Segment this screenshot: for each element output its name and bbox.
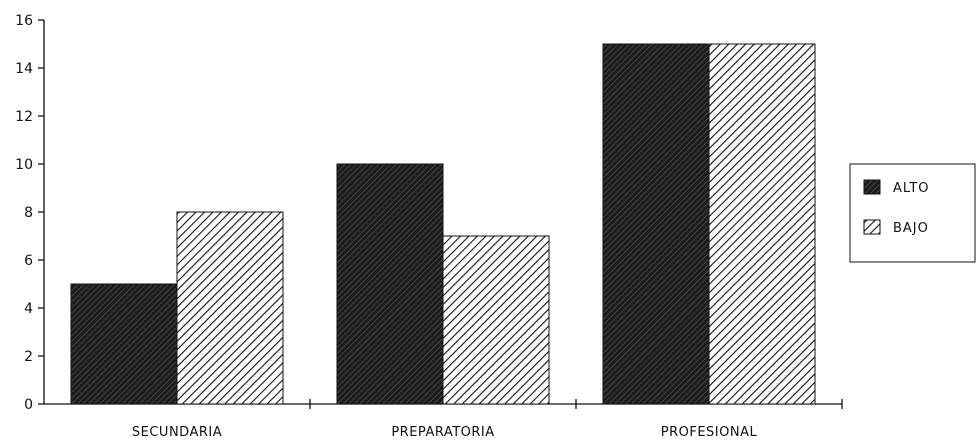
y-tick-label: 14 [15, 61, 33, 77]
bar-bajo-preparatoria [442, 235, 550, 405]
y-tick-label: 0 [24, 397, 33, 413]
legend-swatch-bajo [863, 219, 881, 235]
bar-bajo-profesional [708, 43, 816, 405]
y-tick-label: 6 [24, 253, 33, 269]
y-axis: 0 2 4 6 8 10 12 14 16 [15, 13, 45, 413]
legend: ALTO BAJO [849, 163, 976, 263]
x-category-label: SECUNDARIA [132, 425, 222, 440]
x-category-label: PROFESIONAL [661, 425, 758, 440]
y-tick-label: 16 [15, 13, 33, 29]
y-tick-label: 2 [24, 349, 33, 365]
bar-alto-secundaria [70, 283, 178, 405]
y-tick-label: 8 [24, 205, 33, 221]
legend-label-bajo: BAJO [893, 221, 929, 236]
y-tick-label: 12 [15, 109, 33, 125]
y-tick-label: 4 [24, 301, 33, 317]
y-tick-label: 10 [15, 157, 33, 173]
bars [70, 43, 816, 405]
bar-alto-profesional [602, 43, 710, 405]
legend-box [849, 163, 976, 263]
legend-swatch-alto [863, 179, 881, 195]
bar-alto-preparatoria [336, 163, 444, 405]
bar-bajo-secundaria [176, 211, 284, 405]
x-axis: SECUNDARIA PREPARATORIA PROFESIONAL [44, 399, 843, 440]
legend-label-alto: ALTO [893, 181, 930, 196]
x-category-label: PREPARATORIA [391, 425, 494, 440]
